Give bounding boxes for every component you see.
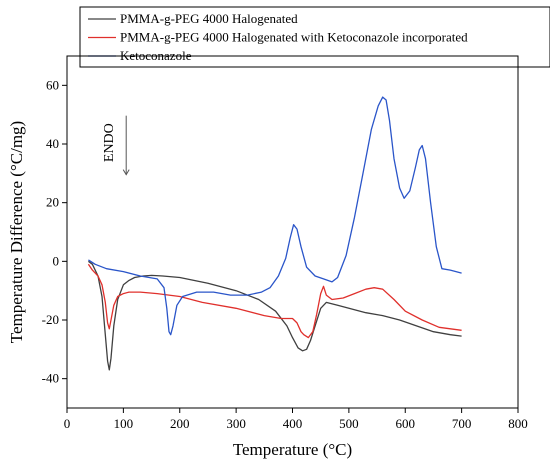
- y-tick-label-40: 40: [46, 136, 59, 151]
- legend-label-1: PMMA-g-PEG 4000 Halogenated: [120, 11, 298, 26]
- x-axis-title: Temperature (°C): [233, 440, 352, 459]
- series-line-2: [87, 263, 462, 339]
- x-tick-label-300: 300: [226, 416, 246, 431]
- series-line-1: [88, 260, 462, 371]
- x-tick-label-100: 100: [114, 416, 134, 431]
- endo-annotation: ENDO: [102, 115, 130, 176]
- axes: 0 100 200 300 400 500 600 700 800 -40 -20 0 20 40 60: [42, 77, 528, 431]
- y-axis-title: Temperature Difference (°C/mg): [7, 121, 26, 343]
- y-tick-label-0: 0: [53, 253, 60, 268]
- x-tick-label-800: 800: [508, 416, 528, 431]
- series-line-3: [88, 96, 462, 336]
- endo-arrow-head: [122, 169, 130, 176]
- y-tick-label-20: 20: [46, 195, 59, 210]
- y-tick-label--20: -20: [42, 312, 59, 327]
- x-tick-label-200: 200: [170, 416, 190, 431]
- x-tick-label-400: 400: [283, 416, 303, 431]
- x-tick-label-700: 700: [452, 416, 472, 431]
- endo-label: ENDO: [102, 123, 117, 162]
- series-group: [87, 96, 462, 371]
- plot-frame: [66, 55, 519, 409]
- legend: PMMA-g-PEG 4000 Halogenated PMMA-g-PEG 40…: [79, 6, 550, 68]
- y-tick-label-60: 60: [46, 77, 59, 92]
- y-tick-label--40: -40: [42, 371, 59, 386]
- plot-area: [66, 55, 519, 409]
- x-tick-label-600: 600: [396, 416, 416, 431]
- legend-label-2: PMMA-g-PEG 4000 Halogenated with Ketocon…: [120, 30, 468, 45]
- legend-box: [79, 6, 550, 68]
- x-tick-label-0: 0: [64, 416, 71, 431]
- x-tick-label-500: 500: [339, 416, 359, 431]
